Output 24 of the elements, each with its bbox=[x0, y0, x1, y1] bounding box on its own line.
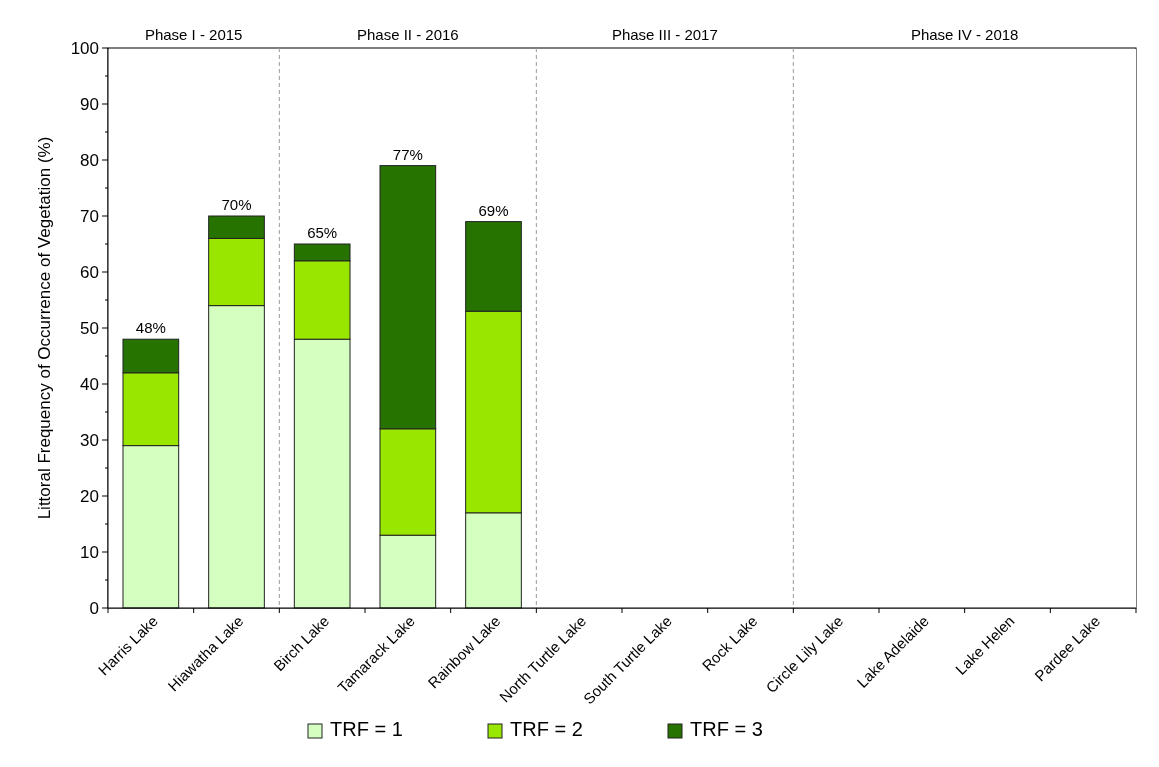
y-tick-label: 40 bbox=[80, 374, 99, 394]
y-tick-label: 80 bbox=[80, 150, 99, 170]
band-label: Phase III - 2017 bbox=[611, 26, 718, 43]
total-label: 70% bbox=[221, 196, 252, 213]
band-label: Phase I - 2015 bbox=[144, 26, 243, 43]
band-label: Phase IV - 2018 bbox=[910, 26, 1019, 43]
y-tick-label: 60 bbox=[80, 262, 99, 282]
legend-label: TRF = 2 bbox=[510, 718, 583, 740]
y-tick-label: 70 bbox=[80, 206, 99, 226]
y-tick-label: 50 bbox=[80, 318, 99, 338]
band-label: Phase II - 2016 bbox=[356, 26, 459, 43]
y-tick-label: 90 bbox=[80, 94, 99, 114]
total-label: 65% bbox=[307, 224, 338, 241]
y-tick-label: 30 bbox=[80, 430, 99, 450]
total-label: 69% bbox=[478, 201, 509, 219]
y-tick-label: 10 bbox=[80, 542, 99, 562]
y-axis-title: Littoral Frequency of Occurrence of Vegetation (%) bbox=[35, 136, 54, 520]
total-label: 48% bbox=[135, 319, 166, 337]
total-label: 77% bbox=[392, 145, 423, 163]
legend-label: TRF = 1 bbox=[330, 718, 403, 740]
y-tick-label: 100 bbox=[70, 38, 99, 58]
y-tick-label: 20 bbox=[80, 486, 99, 506]
legend-label: TRF = 3 bbox=[690, 718, 763, 740]
y-tick-label: 0 bbox=[89, 598, 99, 618]
